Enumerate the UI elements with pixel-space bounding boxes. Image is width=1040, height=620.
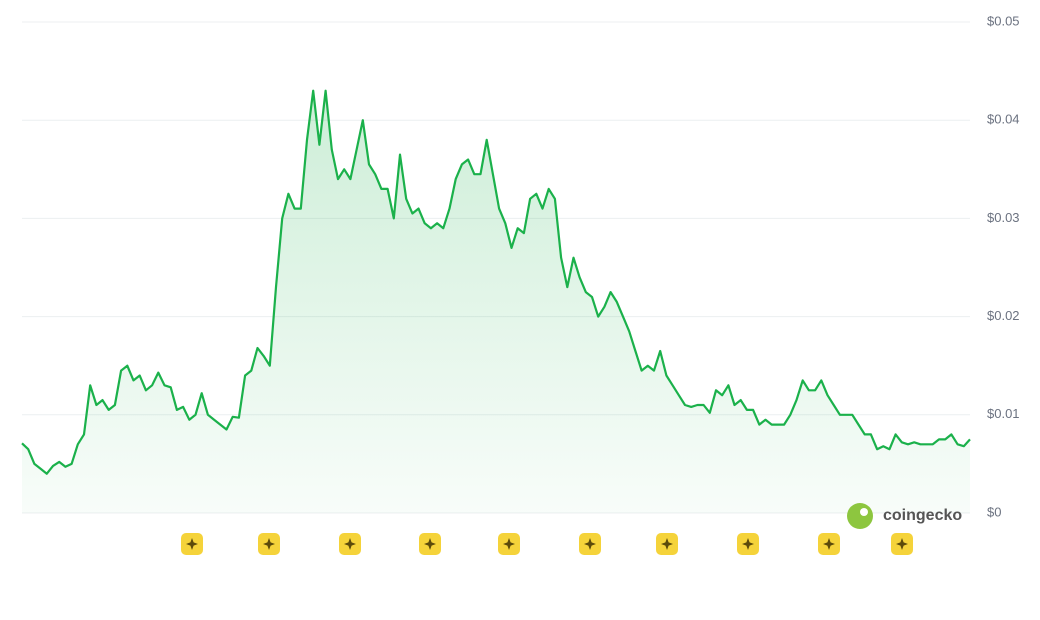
y-tick-label: $0.01 <box>987 406 1020 421</box>
plot <box>21 89 971 513</box>
area <box>22 90 970 513</box>
event-marker[interactable] <box>891 533 913 555</box>
event-marker[interactable] <box>419 533 441 555</box>
event-markers <box>181 533 913 555</box>
event-marker[interactable] <box>258 533 280 555</box>
y-tick-label: $0.05 <box>987 13 1020 28</box>
event-marker[interactable] <box>737 533 759 555</box>
event-marker[interactable] <box>579 533 601 555</box>
event-marker[interactable] <box>498 533 520 555</box>
watermark: coingecko <box>847 503 962 529</box>
watermark-text: coingecko <box>883 507 962 524</box>
event-marker[interactable] <box>818 533 840 555</box>
event-marker[interactable] <box>656 533 678 555</box>
event-marker[interactable] <box>181 533 203 555</box>
y-tick-label: $0.03 <box>987 210 1020 225</box>
y-tick-label: $0 <box>987 504 1001 519</box>
price-line <box>21 89 971 475</box>
event-marker[interactable] <box>339 533 361 555</box>
y-tick-label: $0.02 <box>987 308 1020 323</box>
y-tick-label: $0.04 <box>987 112 1020 127</box>
